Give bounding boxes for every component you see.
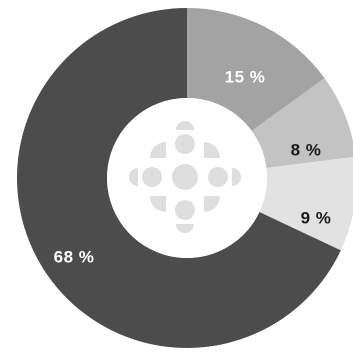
slices-group (16, 8, 353, 349)
slice-data-label: 9 % (301, 208, 332, 227)
pie-slice (251, 78, 353, 168)
pie-slice (187, 8, 325, 131)
labels-group: 15 % 8 % 9 % 68 % (54, 67, 332, 266)
slice-data-label: 15 % (225, 67, 266, 86)
pie-slice (259, 157, 353, 251)
slice-data-label: 8 % (291, 140, 322, 159)
cbc-radio-canada-logo-icon (129, 121, 241, 233)
slice-data-label: 68 % (54, 247, 95, 266)
pie-slice (16, 8, 341, 349)
